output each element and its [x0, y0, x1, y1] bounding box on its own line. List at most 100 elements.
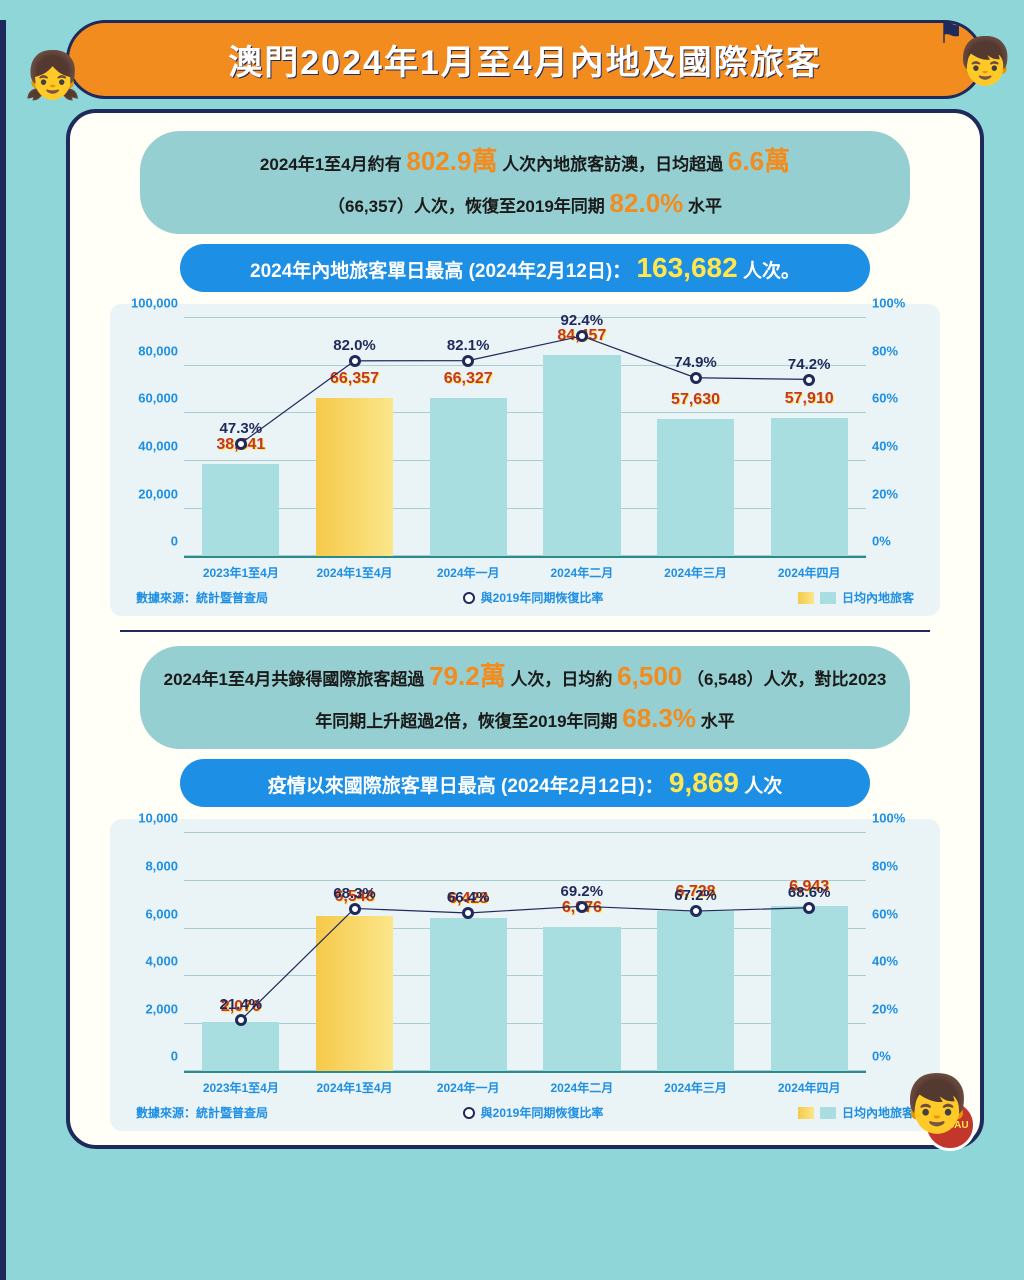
- x-tick-label: 2023年1至4月: [184, 558, 298, 581]
- decor-girl-icon: 👧: [24, 48, 81, 103]
- y-right-tick: 60%: [872, 391, 918, 406]
- y-left-tick: 10,000: [128, 811, 178, 826]
- y-left-tick: 60,000: [128, 391, 178, 406]
- s2-pill-suffix: 人次: [744, 776, 782, 797]
- x-tick-label: 2024年一月: [411, 558, 525, 581]
- y-right-tick: 0%: [872, 534, 918, 549]
- y-left-tick: 6,000: [128, 906, 178, 921]
- pct-label: 68.3%: [333, 885, 376, 902]
- s2-t4: 水平: [701, 712, 735, 731]
- chart2-container: 00%2,00020%4,00040%6,00060%8,00080%10,00…: [110, 819, 940, 1131]
- y-right-tick: 40%: [872, 439, 918, 454]
- s1-pill-value: 163,682: [636, 252, 737, 283]
- s1-t1: 2024年1至4月約有: [260, 155, 402, 174]
- y-right-tick: 20%: [872, 1001, 918, 1016]
- y-left-tick: 4,000: [128, 954, 178, 969]
- chart1-legend-line-label: 與2019年同期恢復比率: [481, 589, 604, 606]
- pct-label: 67.2%: [674, 888, 717, 905]
- chart1-source: 數據來源：統計暨普查局: [136, 589, 268, 606]
- section2-peak-pill: 疫情以來國際旅客單日最高 (2024年2月12日)： 9,869 人次: [180, 759, 870, 807]
- y-right-tick: 80%: [872, 858, 918, 873]
- s2-t1: 2024年1至4月共錄得國際旅客超過: [164, 670, 425, 689]
- y-right-tick: 60%: [872, 906, 918, 921]
- chart1-legend-bar: 日均內地旅客: [798, 589, 914, 606]
- y-right-tick: 100%: [872, 296, 918, 311]
- y-left-tick: 100,000: [128, 296, 178, 311]
- y-left-tick: 20,000: [128, 486, 178, 501]
- trend-line: [184, 318, 866, 556]
- chart1-container: 00%20,00020%40,00040%60,00060%80,00080%1…: [110, 304, 940, 616]
- line-marker: [462, 355, 474, 367]
- chart2-xaxis: 2023年1至4月2024年1至4月2024年一月2024年二月2024年三月2…: [184, 1073, 866, 1096]
- y-right-tick: 80%: [872, 343, 918, 358]
- x-tick-label: 2024年二月: [525, 558, 639, 581]
- line-marker-icon: [463, 592, 475, 604]
- pct-label: 74.2%: [788, 356, 831, 373]
- pct-label: 21.4%: [220, 997, 263, 1014]
- y-left-tick: 0: [128, 534, 178, 549]
- y-right-tick: 40%: [872, 954, 918, 969]
- swatch-bar-icon: [820, 592, 836, 604]
- decor-boy-icon: 👦: [957, 34, 1014, 89]
- line-marker: [349, 355, 361, 367]
- y-right-tick: 100%: [872, 811, 918, 826]
- y-right-tick: 0%: [872, 1049, 918, 1064]
- main-panel: 2024年1至4月約有 802.9萬 人次內地旅客訪澳，日均超過 6.6萬 （6…: [66, 109, 984, 1149]
- s1-pill-suffix: 人次。: [743, 261, 800, 282]
- chart2-plot: 00%2,00020%4,00040%6,00060%8,00080%10,00…: [184, 833, 866, 1073]
- section1-peak-pill: 2024年內地旅客單日最高 (2024年2月12日)： 163,682 人次。: [180, 244, 870, 292]
- chart2-legend-line: 與2019年同期恢復比率: [463, 1104, 604, 1121]
- pct-label: 69.2%: [561, 883, 604, 900]
- s2-v2: 6,500: [617, 661, 682, 691]
- s1-t2: 人次內地旅客訪澳，日均超過: [502, 155, 723, 174]
- pct-label: 92.4%: [561, 312, 604, 329]
- chart2-legend-line-label: 與2019年同期恢復比率: [481, 1104, 604, 1121]
- y-left-tick: 2,000: [128, 1001, 178, 1016]
- s1-t4: 水平: [688, 197, 722, 216]
- s1-v3: 82.0%: [610, 188, 684, 218]
- s1-v1: 802.9萬: [406, 146, 497, 176]
- pct-label: 82.1%: [447, 337, 490, 354]
- line-marker: [235, 1014, 247, 1026]
- swatch-highlight-icon: [798, 592, 814, 604]
- pct-label: 74.9%: [674, 354, 717, 371]
- pct-label: 82.0%: [333, 337, 376, 354]
- line-marker: [690, 905, 702, 917]
- swatch-highlight-icon: [798, 1107, 814, 1119]
- s1-v2: 6.6萬: [728, 146, 790, 176]
- x-tick-label: 2024年四月: [752, 558, 866, 581]
- header-banner: 澳門2024年1月至4月內地及國際旅客: [66, 20, 984, 99]
- pct-label: 47.3%: [220, 420, 263, 437]
- line-marker: [462, 907, 474, 919]
- pct-label: 68.6%: [788, 884, 831, 901]
- y-left-tick: 8,000: [128, 858, 178, 873]
- line-marker: [349, 903, 361, 915]
- chart2-source: 數據來源：統計暨普查局: [136, 1104, 268, 1121]
- page-title: 澳門2024年1月至4月內地及國際旅客: [99, 35, 951, 84]
- s1-t3: （66,357）人次，恢復至2019年同期: [328, 197, 605, 216]
- section-divider: [120, 630, 930, 632]
- s1-pill-text: 2024年內地旅客單日最高 (2024年2月12日)：: [250, 261, 631, 282]
- y-left-tick: 0: [128, 1049, 178, 1064]
- x-tick-label: 2024年1至4月: [298, 558, 412, 581]
- chart2-legend-bar: 日均內地旅客: [798, 1104, 914, 1121]
- line-marker-icon: [463, 1107, 475, 1119]
- x-tick-label: 2024年一月: [411, 1073, 525, 1096]
- y-right-tick: 20%: [872, 486, 918, 501]
- chart1-legend: 數據來源：統計暨普查局 與2019年同期恢復比率 日均內地旅客: [128, 589, 922, 606]
- line-marker: [576, 901, 588, 913]
- line-marker: [803, 902, 815, 914]
- pct-label: 66.4%: [447, 890, 490, 907]
- s2-pill-text: 疫情以來國際旅客單日最高 (2024年2月12日)：: [268, 776, 664, 797]
- x-tick-label: 2024年三月: [639, 1073, 753, 1096]
- decor-reader-icon: 👦: [902, 1071, 972, 1137]
- section2-summary: 2024年1至4月共錄得國際旅客超過 79.2萬 人次，日均約 6,500 （6…: [140, 646, 910, 749]
- x-tick-label: 2024年四月: [752, 1073, 866, 1096]
- x-tick-label: 2023年1至4月: [184, 1073, 298, 1096]
- y-left-tick: 80,000: [128, 343, 178, 358]
- line-marker: [235, 438, 247, 450]
- s2-v1: 79.2萬: [429, 661, 506, 691]
- line-marker: [803, 374, 815, 386]
- chart1-xaxis: 2023年1至4月2024年1至4月2024年一月2024年二月2024年三月2…: [184, 558, 866, 581]
- chart1-legend-line: 與2019年同期恢復比率: [463, 589, 604, 606]
